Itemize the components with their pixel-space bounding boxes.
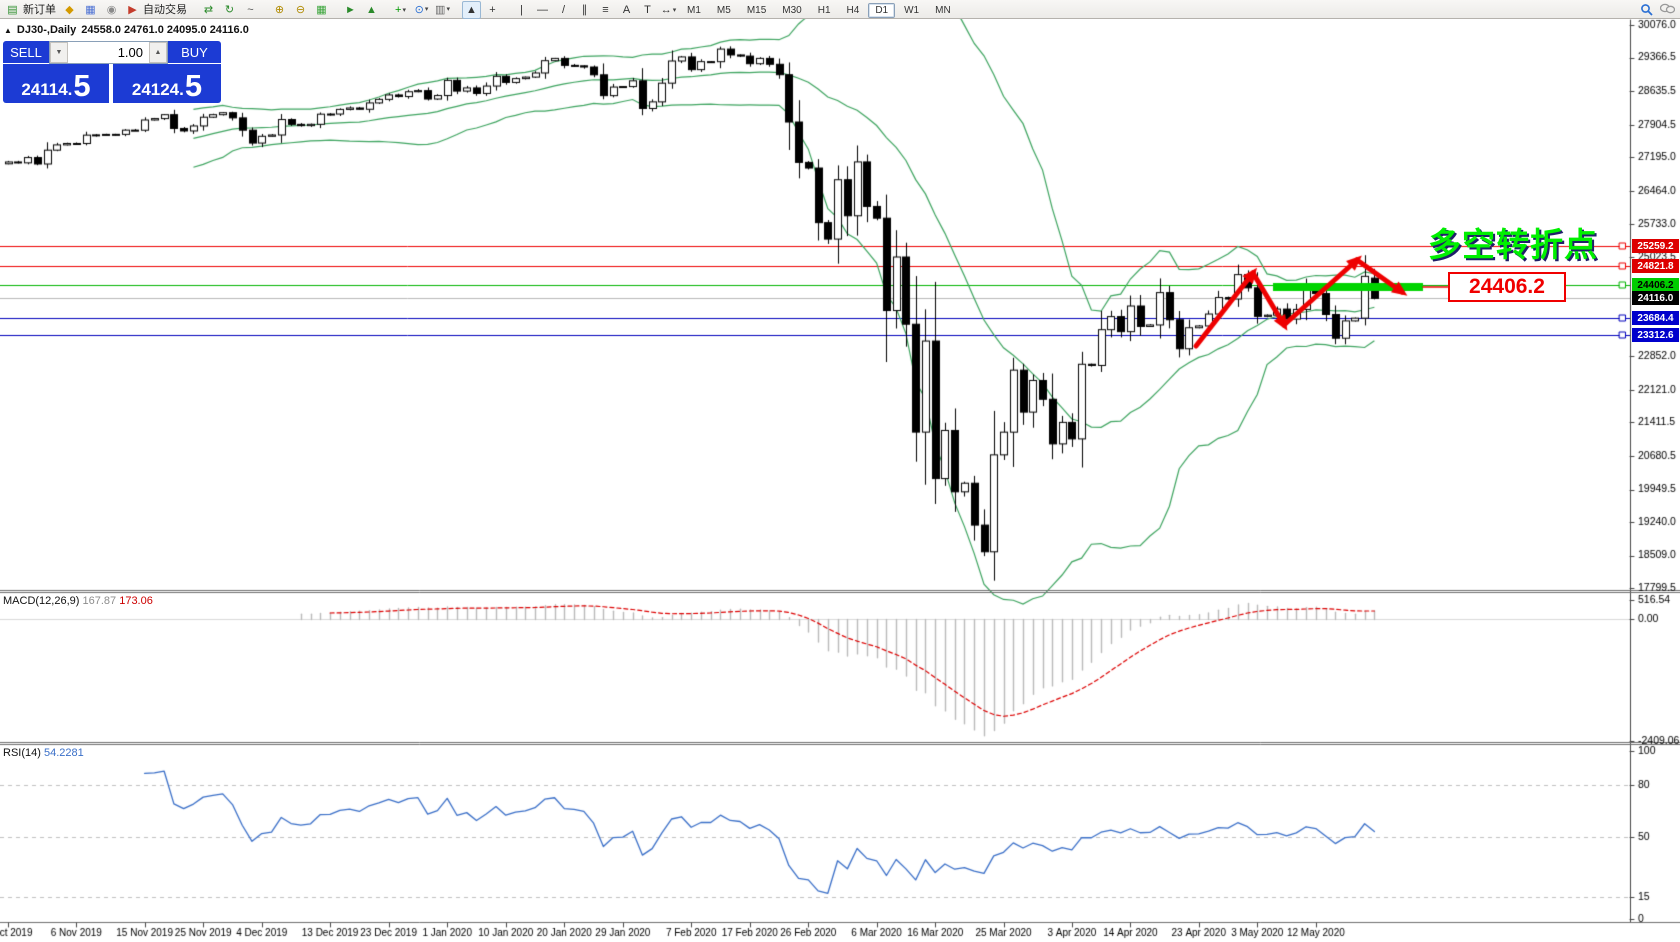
scale-fix-icon[interactable]: ► <box>345 3 356 16</box>
price-tag-23312.6: 23312.6 <box>1632 328 1679 342</box>
vertical-line-icon[interactable]: | <box>520 3 523 16</box>
macd-signal-value: 173.06 <box>119 595 153 607</box>
timeframe-m1[interactable]: M1 <box>687 5 701 16</box>
key-price-label: 24406.2 <box>1448 272 1566 302</box>
timeframe-h1[interactable]: H1 <box>817 5 831 16</box>
autoscroll-icon[interactable]: ↻ <box>224 3 235 16</box>
tile-windows-icon[interactable]: ▦ <box>316 3 327 16</box>
timeframe-w1[interactable]: W1 <box>904 5 920 16</box>
market-watch-icon[interactable]: ◆ <box>65 3 74 16</box>
sell-price-pip: 5 <box>73 68 91 103</box>
indicators-icon[interactable]: + ▾ <box>395 3 406 16</box>
periods-icon[interactable]: ⊙ ▾ <box>414 3 429 16</box>
price-tag-23684.4: 23684.4 <box>1632 311 1679 325</box>
zoom-in-icon[interactable]: ⊕ <box>274 3 285 16</box>
volume-decrease-button[interactable]: ▼ <box>50 42 68 63</box>
buy-price-pip: 5 <box>184 68 203 103</box>
macd-indicator-label: MACD(12,26,9) 167.87 173.06 <box>3 595 153 607</box>
toolbar-items: ▤ 新订单 ◆ ▦ ◉ ▶ 自动交易 ⇄ ↻ ~ ⊕ ⊖ ▦ ► ▲ + ▾ ⊙ ▾ ▥ ▾ ▲ + | — / ∥ ≡ A T ↔ ▾ <box>2 0 679 19</box>
chart-symbol-period: DJ30-,Daily <box>16 24 77 36</box>
equidistant-channel-icon[interactable]: ∥ <box>581 3 588 16</box>
arrows-icon[interactable]: ↔ ▾ <box>660 3 677 16</box>
navigator-icon[interactable]: ◉ <box>106 3 117 16</box>
macd-main-value: 167.87 <box>82 595 117 607</box>
data-window-icon[interactable]: ▦ <box>85 3 96 16</box>
price-tag-24821.8: 24821.8 <box>1632 259 1679 273</box>
timeframe-m30[interactable]: M30 <box>782 5 802 16</box>
autotrading-icon[interactable]: ▶ <box>128 3 137 16</box>
rsi-value: 54.2281 <box>43 747 84 759</box>
buy-price[interactable]: 24124. 5 <box>113 64 221 103</box>
fibonacci-icon[interactable]: ≡ <box>602 3 609 16</box>
autotrading-label[interactable]: 自动交易 <box>143 3 187 16</box>
chat-icon[interactable] <box>1658 0 1677 18</box>
chart-profile-icon[interactable]: ~ <box>247 3 254 16</box>
oneclick-collapse-icon[interactable]: ▲ <box>4 25 12 35</box>
text-label-icon[interactable]: T <box>644 3 651 16</box>
volume-control: ▼ 1.00 ▲ <box>49 41 168 64</box>
timeframe-buttons: M1 M5 M15 M30 H1 H4 D1 W1 MN <box>679 0 959 18</box>
main-toolbar: ▤ 新订单 ◆ ▦ ◉ ▶ 自动交易 ⇄ ↻ ~ ⊕ ⊖ ▦ ► ▲ + ▾ ⊙ ▾ ▥ ▾ ▲ + | — / ∥ ≡ A T ↔ ▾ M1… <box>0 0 1680 19</box>
volume-increase-button[interactable]: ▲ <box>149 42 167 63</box>
one-click-top-row: SELL ▼ 1.00 ▲ BUY <box>3 41 221 64</box>
timeframe-m15[interactable]: M15 <box>746 5 767 16</box>
scale-add-icon[interactable]: ▲ <box>366 3 377 16</box>
rsi-name: RSI(14) <box>3 747 41 759</box>
chart-ohlc-values: 24558.0 24761.0 24095.0 24116.0 <box>81 24 249 36</box>
new-order-icon[interactable]: ▤ <box>7 3 18 16</box>
buy-price-point: . <box>179 80 184 99</box>
sell-price-point: . <box>67 80 73 99</box>
timeframe-d1[interactable]: D1 <box>868 3 896 18</box>
price-tag-24406.2: 24406.2 <box>1632 278 1679 292</box>
buy-button[interactable]: BUY <box>168 41 221 64</box>
chart-shift-icon[interactable]: ⇄ <box>203 3 214 16</box>
chart-title: ▲ DJ30-,Daily 24558.0 24761.0 24095.0 24… <box>4 24 249 36</box>
trendline-icon[interactable]: / <box>561 3 566 16</box>
buy-price-main: 24124 <box>131 80 180 99</box>
crosshair-icon[interactable]: + <box>489 3 496 16</box>
sell-button[interactable]: SELL <box>3 41 49 64</box>
sell-price-main: 24114 <box>21 80 68 99</box>
rsi-indicator-label: RSI(14) 54.2281 <box>3 747 84 759</box>
timeframe-mn[interactable]: MN <box>935 5 951 16</box>
price-tag-24116.0: 24116.0 <box>1632 291 1679 305</box>
sell-price[interactable]: 24114. 5 <box>3 64 109 103</box>
volume-value[interactable]: 1.00 <box>117 45 143 60</box>
cursor-icon[interactable]: ▲ <box>462 0 481 19</box>
price-tag-25259.2: 25259.2 <box>1632 239 1679 253</box>
chart-type-icon[interactable]: ▥ ▾ <box>435 3 450 16</box>
zoom-out-icon[interactable]: ⊖ <box>295 3 306 16</box>
one-click-trading-panel: SELL ▼ 1.00 ▲ BUY 24114. 5 24124. 5 <box>3 41 221 103</box>
text-icon[interactable]: A <box>622 3 631 16</box>
timeframe-m5[interactable]: M5 <box>716 5 731 16</box>
horizontal-line-icon[interactable]: — <box>537 3 548 16</box>
turning-point-annotation: 多空转折点 <box>1428 226 1598 263</box>
new-order-label[interactable]: 新订单 <box>23 3 56 16</box>
timeframe-h4[interactable]: H4 <box>846 5 860 16</box>
search-icon[interactable] <box>1637 0 1656 18</box>
macd-name: MACD(12,26,9) <box>3 595 80 607</box>
